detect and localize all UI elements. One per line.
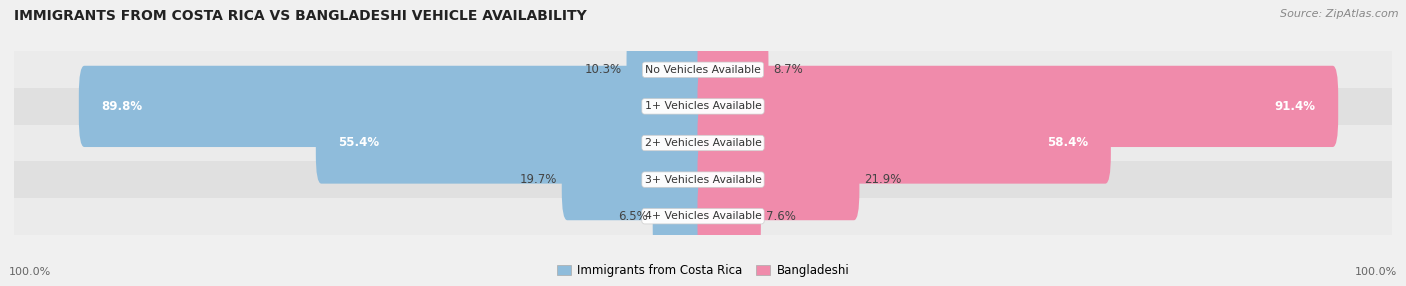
FancyBboxPatch shape <box>627 29 709 110</box>
Text: 8.7%: 8.7% <box>773 63 803 76</box>
Text: 100.0%: 100.0% <box>1355 267 1398 277</box>
FancyBboxPatch shape <box>697 102 1111 184</box>
Text: 91.4%: 91.4% <box>1274 100 1316 113</box>
Text: 1+ Vehicles Available: 1+ Vehicles Available <box>644 102 762 111</box>
FancyBboxPatch shape <box>14 51 1392 88</box>
Text: 100.0%: 100.0% <box>8 267 51 277</box>
FancyBboxPatch shape <box>697 139 859 220</box>
Text: 89.8%: 89.8% <box>101 100 142 113</box>
Text: IMMIGRANTS FROM COSTA RICA VS BANGLADESHI VEHICLE AVAILABILITY: IMMIGRANTS FROM COSTA RICA VS BANGLADESH… <box>14 9 586 23</box>
Text: 2+ Vehicles Available: 2+ Vehicles Available <box>644 138 762 148</box>
FancyBboxPatch shape <box>697 176 761 257</box>
FancyBboxPatch shape <box>697 29 769 110</box>
FancyBboxPatch shape <box>14 125 1392 161</box>
FancyBboxPatch shape <box>14 198 1392 235</box>
Text: No Vehicles Available: No Vehicles Available <box>645 65 761 75</box>
Text: 6.5%: 6.5% <box>619 210 648 223</box>
FancyBboxPatch shape <box>562 139 709 220</box>
FancyBboxPatch shape <box>14 88 1392 125</box>
Text: 7.6%: 7.6% <box>766 210 796 223</box>
FancyBboxPatch shape <box>14 161 1392 198</box>
FancyBboxPatch shape <box>697 66 1339 147</box>
FancyBboxPatch shape <box>316 102 709 184</box>
Text: 4+ Vehicles Available: 4+ Vehicles Available <box>644 211 762 221</box>
Text: 55.4%: 55.4% <box>339 136 380 150</box>
Legend: Immigrants from Costa Rica, Bangladeshi: Immigrants from Costa Rica, Bangladeshi <box>557 264 849 277</box>
Text: 58.4%: 58.4% <box>1047 136 1088 150</box>
Text: 10.3%: 10.3% <box>585 63 621 76</box>
Text: Source: ZipAtlas.com: Source: ZipAtlas.com <box>1281 9 1399 19</box>
Text: 3+ Vehicles Available: 3+ Vehicles Available <box>644 175 762 184</box>
FancyBboxPatch shape <box>79 66 709 147</box>
FancyBboxPatch shape <box>652 176 709 257</box>
Text: 19.7%: 19.7% <box>520 173 557 186</box>
Text: 21.9%: 21.9% <box>865 173 901 186</box>
